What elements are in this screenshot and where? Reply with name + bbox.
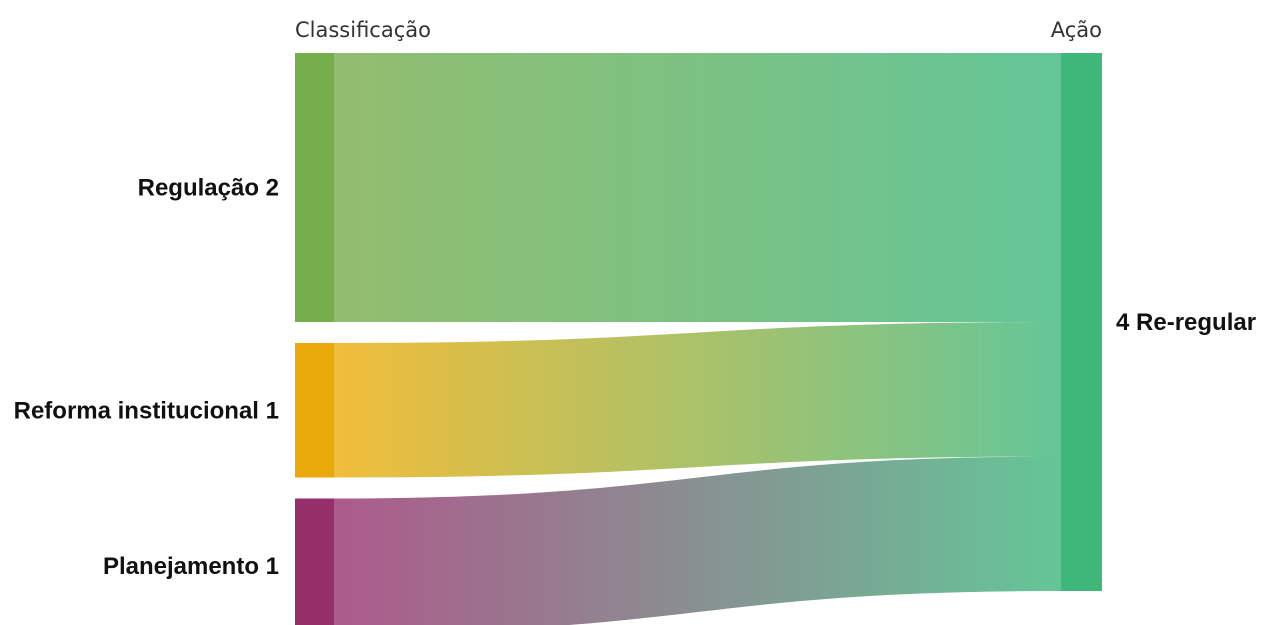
node-reregular[interactable] [1061, 53, 1102, 591]
node-label-planejamento: Planejamento 1 [103, 553, 279, 580]
node-label-reregular: 4 Re-regular [1116, 309, 1256, 336]
node-planejamento[interactable] [295, 498, 334, 625]
link-regulacao-to-reregular[interactable] [334, 53, 1061, 322]
column-header-classificacao: Classificação [295, 18, 431, 42]
link-planejamento-to-reregular[interactable] [334, 456, 1061, 625]
node-reforma[interactable] [295, 343, 334, 478]
link-reforma-to-reregular[interactable] [334, 322, 1061, 478]
node-regulacao[interactable] [295, 53, 334, 322]
node-label-regulacao: Regulação 2 [138, 175, 279, 202]
column-header-acao: Ação [1051, 18, 1102, 42]
node-label-reforma: Reforma institucional 1 [14, 397, 279, 424]
